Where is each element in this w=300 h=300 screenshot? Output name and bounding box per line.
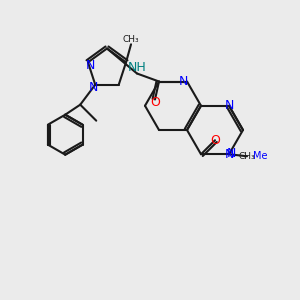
Text: O: O [210, 134, 220, 147]
Text: N: N [226, 147, 236, 160]
Text: O: O [150, 96, 160, 109]
Text: N: N [88, 81, 98, 94]
Text: Me: Me [253, 151, 268, 161]
Text: N: N [85, 59, 95, 72]
Text: N: N [178, 75, 188, 88]
Text: N: N [224, 148, 234, 161]
Text: N: N [224, 99, 234, 112]
Text: CH₃: CH₃ [123, 35, 139, 44]
Text: NH: NH [128, 61, 146, 74]
Text: CH₃: CH₃ [239, 152, 255, 161]
